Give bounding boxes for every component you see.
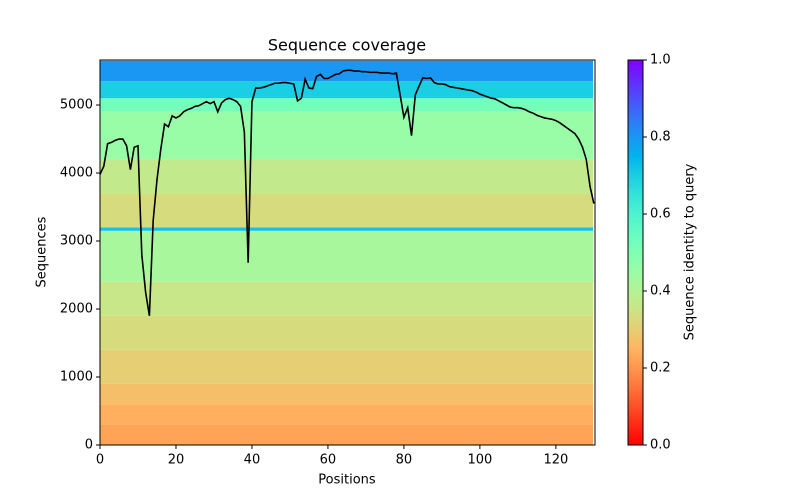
coverage-band	[100, 193, 593, 228]
colorbar-tick-label: 1.0	[650, 53, 671, 68]
y-tick-label: 3000	[60, 234, 93, 249]
y-tick-label: 0	[85, 438, 93, 453]
coverage-band	[100, 315, 593, 350]
colorbar-label: Sequence identity to query	[683, 163, 698, 340]
y-tick-label: 1000	[60, 370, 93, 385]
colorbar-tick-label: 0.8	[650, 130, 671, 145]
x-tick-label: 80	[396, 453, 413, 468]
coverage-band	[100, 404, 593, 425]
coverage-band	[100, 159, 593, 194]
colorbar-tick-label: 0.6	[650, 207, 671, 222]
colorbar-tick-label: 0.0	[650, 438, 671, 453]
x-tick-label: 40	[244, 453, 261, 468]
coverage-band	[100, 424, 593, 445]
colorbar-tick-label: 0.2	[650, 361, 671, 376]
coverage-band	[100, 349, 593, 384]
coverage-band	[100, 111, 593, 160]
coverage-band	[100, 98, 593, 112]
coverage-band	[100, 230, 593, 282]
x-tick-label: 20	[168, 453, 185, 468]
coverage-band	[100, 81, 593, 99]
y-tick-label: 4000	[60, 166, 93, 181]
colorbar-tick-label: 0.4	[650, 284, 671, 299]
y-axis-label: Sequences	[35, 216, 50, 287]
coverage-band	[100, 383, 593, 405]
coverage-line	[99, 69, 595, 316]
x-tick-label: 60	[320, 453, 337, 468]
colorbar	[627, 59, 644, 446]
plot-frame	[99, 59, 596, 446]
coverage-band	[100, 281, 593, 316]
y-tick-label: 2000	[60, 302, 93, 317]
x-axis-label: Positions	[318, 473, 376, 488]
x-tick-label: 0	[96, 453, 104, 468]
x-tick-label: 120	[543, 453, 568, 468]
chart-title: Sequence coverage	[268, 36, 426, 55]
coverage-band	[100, 227, 593, 231]
y-tick-label: 5000	[60, 98, 93, 113]
x-tick-label: 100	[467, 453, 492, 468]
